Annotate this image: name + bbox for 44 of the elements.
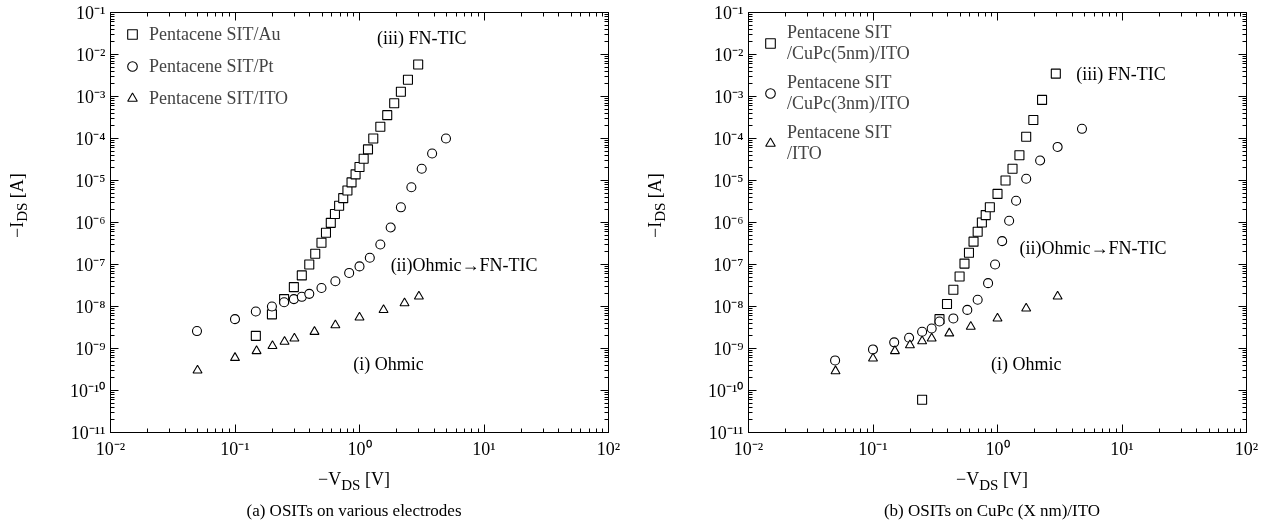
y-tick-label: 10⁻¹ [714,2,744,23]
text: (b) OSITs on CuPc (X nm)/ITO [883,500,1101,522]
y-tick-label: 10⁻³ [714,86,745,107]
y-tick-label: 10⁻⁶ [75,212,106,233]
y-tick-label: 10⁻⁹ [75,338,106,359]
y-tick-label: 10⁻¹⁰ [708,380,744,401]
x-axis-title: −V$_{DS}$ [V] [318,468,390,495]
annotation: (ii)Ohmic→FN-TIC [1019,237,1167,259]
annotation: (iii) FN-TIC [1076,63,1166,85]
y-tick-label: 10⁻⁵ [713,170,744,191]
annotation: (ii)Ohmic→FN-TIC [390,254,538,276]
legend-label: Pentacene SIT /ITO [787,122,892,164]
y-tick-label: 10⁻⁵ [75,170,106,191]
y-tick-label: 10⁻⁹ [713,338,744,359]
y-tick-label: 10⁻⁴ [75,128,106,149]
legend-label: Pentacene SIT/ITO [149,87,289,109]
y-tick-label: 10⁻⁷ [75,254,106,275]
y-tick-label: 10⁻¹ [76,2,106,23]
annotation: (i) Ohmic [991,353,1062,375]
x-axis-title: −V$_{DS}$ [V] [956,468,1028,495]
x-tick-label: 10² [1234,438,1259,459]
y-tick-label: 10⁻⁴ [713,128,744,149]
y-tick-label: 10⁻⁷ [713,254,744,275]
x-tick-label: 10⁻¹ [858,438,888,459]
legend-label: Pentacene SIT/Pt [149,55,274,77]
x-tick-label: 10² [596,438,621,459]
text: (a) OSITs on various electrodes [246,500,462,522]
y-tick-label: 10⁻⁶ [713,212,744,233]
y-tick-label: 10⁻³ [76,86,107,107]
annotation: (i) Ohmic [353,353,424,375]
x-tick-label: 10⁰ [985,438,1010,459]
y-tick-label: 10⁻² [76,44,106,65]
x-tick-label: 10⁻¹ [220,438,250,459]
y-tick-label: 10⁻⁸ [75,296,106,317]
annotation: (iii) FN-TIC [376,27,467,49]
x-tick-label: 10⁰ [347,438,372,459]
y-tick-label: 10⁻² [714,44,744,65]
legend-label: Pentacene SIT/Au [149,23,281,45]
y-tick-label: 10⁻¹⁰ [70,380,106,401]
x-tick-label: 10¹ [472,438,496,459]
x-tick-label: 10¹ [1110,438,1134,459]
legend-label: Pentacene SIT /CuPc(3nm)/ITO [787,72,910,114]
y-tick-label: 10⁻⁸ [713,296,744,317]
legend-label: Pentacene SIT /CuPc(5nm)/ITO [787,22,910,64]
